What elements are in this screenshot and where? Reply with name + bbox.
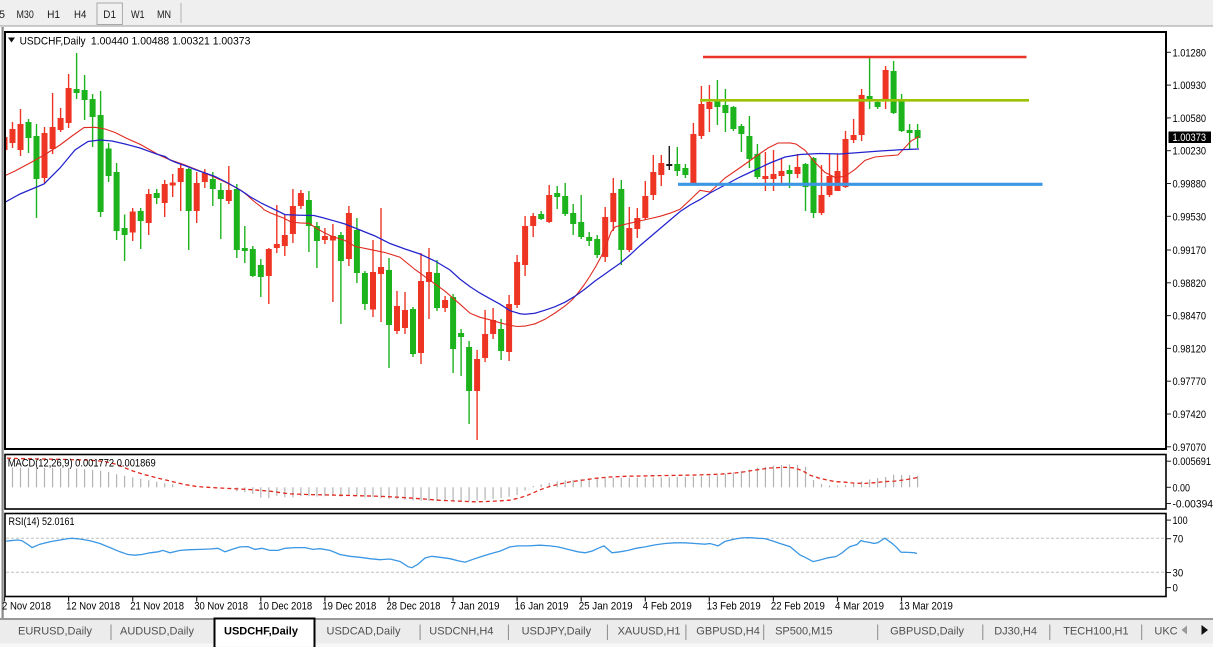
svg-text:100: 100 <box>1173 515 1188 527</box>
svg-text:4 Mar 2019: 4 Mar 2019 <box>835 601 884 613</box>
svg-text:2 Nov 2018: 2 Nov 2018 <box>2 601 51 613</box>
svg-text:1.00373: 1.00373 <box>1173 132 1207 144</box>
svg-text:H4: H4 <box>74 9 86 21</box>
svg-text:0.98470: 0.98470 <box>1173 311 1207 323</box>
svg-text:0.99530: 0.99530 <box>1173 211 1207 223</box>
svg-text:GBPUSD,Daily: GBPUSD,Daily <box>890 626 964 638</box>
svg-text:0.99170: 0.99170 <box>1173 245 1207 257</box>
svg-text:GBPUSD,H4: GBPUSD,H4 <box>696 626 760 638</box>
svg-text:13 Feb 2019: 13 Feb 2019 <box>707 601 761 613</box>
svg-text:1.00580: 1.00580 <box>1173 113 1207 125</box>
svg-text:UKC: UKC <box>1154 626 1177 638</box>
svg-text:AUDUSD,Daily: AUDUSD,Daily <box>120 626 194 638</box>
svg-text:-0.00394: -0.00394 <box>1173 499 1213 511</box>
svg-text:21 Nov 2018: 21 Nov 2018 <box>130 601 184 613</box>
svg-text:0.97070: 0.97070 <box>1173 442 1207 454</box>
svg-text:M30: M30 <box>17 9 34 21</box>
svg-text:XAUUSD,H1: XAUUSD,H1 <box>618 626 681 638</box>
svg-text:USDCHF,Daily: USDCHF,Daily <box>20 36 86 48</box>
svg-text:EURUSD,Daily: EURUSD,Daily <box>18 626 92 638</box>
svg-text:USDCAD,Daily: USDCAD,Daily <box>327 626 401 638</box>
svg-text:D1: D1 <box>103 9 116 21</box>
svg-text:0.98120: 0.98120 <box>1173 343 1207 355</box>
svg-text:0.005691: 0.005691 <box>1173 456 1212 468</box>
svg-text:70: 70 <box>1173 534 1184 546</box>
svg-text:USDCNH,H4: USDCNH,H4 <box>429 626 493 638</box>
svg-text:1.01280: 1.01280 <box>1173 47 1207 59</box>
svg-text:13 Mar 2019: 13 Mar 2019 <box>899 601 953 613</box>
svg-text:1.00230: 1.00230 <box>1173 146 1207 158</box>
svg-text:USDJPY,Daily: USDJPY,Daily <box>522 626 592 638</box>
svg-text:10 Dec 2018: 10 Dec 2018 <box>258 601 312 613</box>
svg-text:DJ30,H4: DJ30,H4 <box>994 626 1037 638</box>
svg-text:0.97770: 0.97770 <box>1173 376 1207 388</box>
svg-text:0.99880: 0.99880 <box>1173 179 1207 191</box>
svg-text:0.00: 0.00 <box>1173 482 1191 494</box>
svg-text:16 Jan 2019: 16 Jan 2019 <box>515 601 569 613</box>
svg-text:0: 0 <box>1173 583 1178 595</box>
svg-text:25 Jan 2019: 25 Jan 2019 <box>579 601 633 613</box>
svg-text:RSI(14) 52.0161: RSI(14) 52.0161 <box>9 516 75 528</box>
svg-text:SP500,M15: SP500,M15 <box>775 626 832 638</box>
svg-text:TECH100,H1: TECH100,H1 <box>1063 626 1128 638</box>
svg-text:H1: H1 <box>47 9 60 21</box>
svg-text:1.00440 1.00488 1.00321 1.0037: 1.00440 1.00488 1.00321 1.00373 <box>91 36 251 48</box>
svg-text:30: 30 <box>1173 568 1184 580</box>
svg-text:12 Nov 2018: 12 Nov 2018 <box>66 601 120 613</box>
svg-text:MN: MN <box>157 9 171 21</box>
svg-text:19 Dec 2018: 19 Dec 2018 <box>322 601 376 613</box>
svg-text:USDCHF,Daily: USDCHF,Daily <box>224 626 299 638</box>
svg-text:5: 5 <box>0 9 5 21</box>
svg-text:4 Feb 2019: 4 Feb 2019 <box>643 601 692 613</box>
svg-text:22 Feb 2019: 22 Feb 2019 <box>771 601 825 613</box>
svg-text:28 Dec 2018: 28 Dec 2018 <box>387 601 441 613</box>
svg-text:0.97420: 0.97420 <box>1173 409 1207 421</box>
svg-text:1.00930: 1.00930 <box>1173 80 1207 92</box>
svg-text:0.98820: 0.98820 <box>1173 278 1207 290</box>
svg-text:7 Jan 2019: 7 Jan 2019 <box>451 601 500 613</box>
svg-text:MACD(12,26,9) 0.001772 0.00186: MACD(12,26,9) 0.001772 0.001869 <box>8 458 156 470</box>
svg-text:W1: W1 <box>131 9 145 21</box>
svg-text:30 Nov 2018: 30 Nov 2018 <box>194 601 248 613</box>
